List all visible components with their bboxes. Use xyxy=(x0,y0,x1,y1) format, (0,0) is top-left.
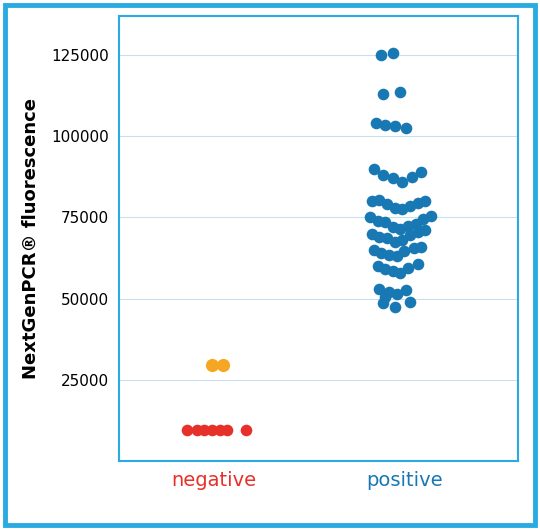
Point xyxy=(372,119,380,127)
Point xyxy=(390,237,399,246)
Point xyxy=(404,263,413,272)
Point xyxy=(383,234,391,243)
Point xyxy=(388,267,397,275)
Point xyxy=(183,426,192,435)
Point xyxy=(215,426,224,435)
Point xyxy=(375,233,384,241)
Point xyxy=(402,286,410,295)
Point xyxy=(200,426,209,435)
Point xyxy=(409,244,418,252)
Point xyxy=(421,226,429,235)
Point xyxy=(413,260,422,269)
Point xyxy=(419,215,428,223)
Point xyxy=(406,231,414,240)
Point xyxy=(208,426,217,435)
Point xyxy=(192,426,201,435)
Point xyxy=(373,262,382,270)
Point xyxy=(392,289,401,298)
Point xyxy=(384,288,393,296)
Point xyxy=(406,202,414,210)
Point xyxy=(223,426,232,435)
Point xyxy=(400,248,409,256)
Point xyxy=(417,242,426,251)
Point xyxy=(413,228,422,236)
Point xyxy=(396,268,405,277)
Point xyxy=(421,197,429,205)
Point xyxy=(384,251,393,259)
Point xyxy=(381,265,389,273)
Point xyxy=(377,51,386,59)
Point xyxy=(381,218,389,226)
Point xyxy=(375,285,384,293)
Y-axis label: NextGenPCR® fluorescence: NextGenPCR® fluorescence xyxy=(22,98,40,379)
Point xyxy=(373,216,382,225)
Point xyxy=(408,173,416,181)
Point xyxy=(413,199,422,207)
Point xyxy=(388,223,397,232)
Point xyxy=(417,167,426,176)
Point xyxy=(402,124,410,132)
Point xyxy=(406,298,414,306)
Point xyxy=(383,200,391,209)
Point xyxy=(219,361,228,369)
Point xyxy=(390,122,399,130)
Point xyxy=(381,120,389,129)
Point xyxy=(379,171,388,179)
Point xyxy=(381,293,389,301)
Point xyxy=(398,205,407,214)
Point xyxy=(398,236,407,244)
Point xyxy=(427,211,435,220)
Point xyxy=(377,249,386,258)
Point xyxy=(369,164,378,173)
Point xyxy=(379,90,388,98)
Point xyxy=(368,197,376,205)
Point xyxy=(379,299,388,308)
Point xyxy=(396,225,405,233)
Point xyxy=(392,252,401,261)
Point xyxy=(388,174,397,183)
Point xyxy=(390,204,399,212)
Point xyxy=(398,178,407,186)
Point xyxy=(369,245,378,254)
Point xyxy=(390,303,399,311)
Point xyxy=(388,49,397,58)
Point xyxy=(375,195,384,204)
Point xyxy=(396,88,405,96)
Point xyxy=(404,221,413,229)
Point xyxy=(366,213,374,222)
Point xyxy=(208,361,217,369)
Point xyxy=(368,229,376,238)
Point xyxy=(242,426,251,435)
Point xyxy=(411,219,420,228)
